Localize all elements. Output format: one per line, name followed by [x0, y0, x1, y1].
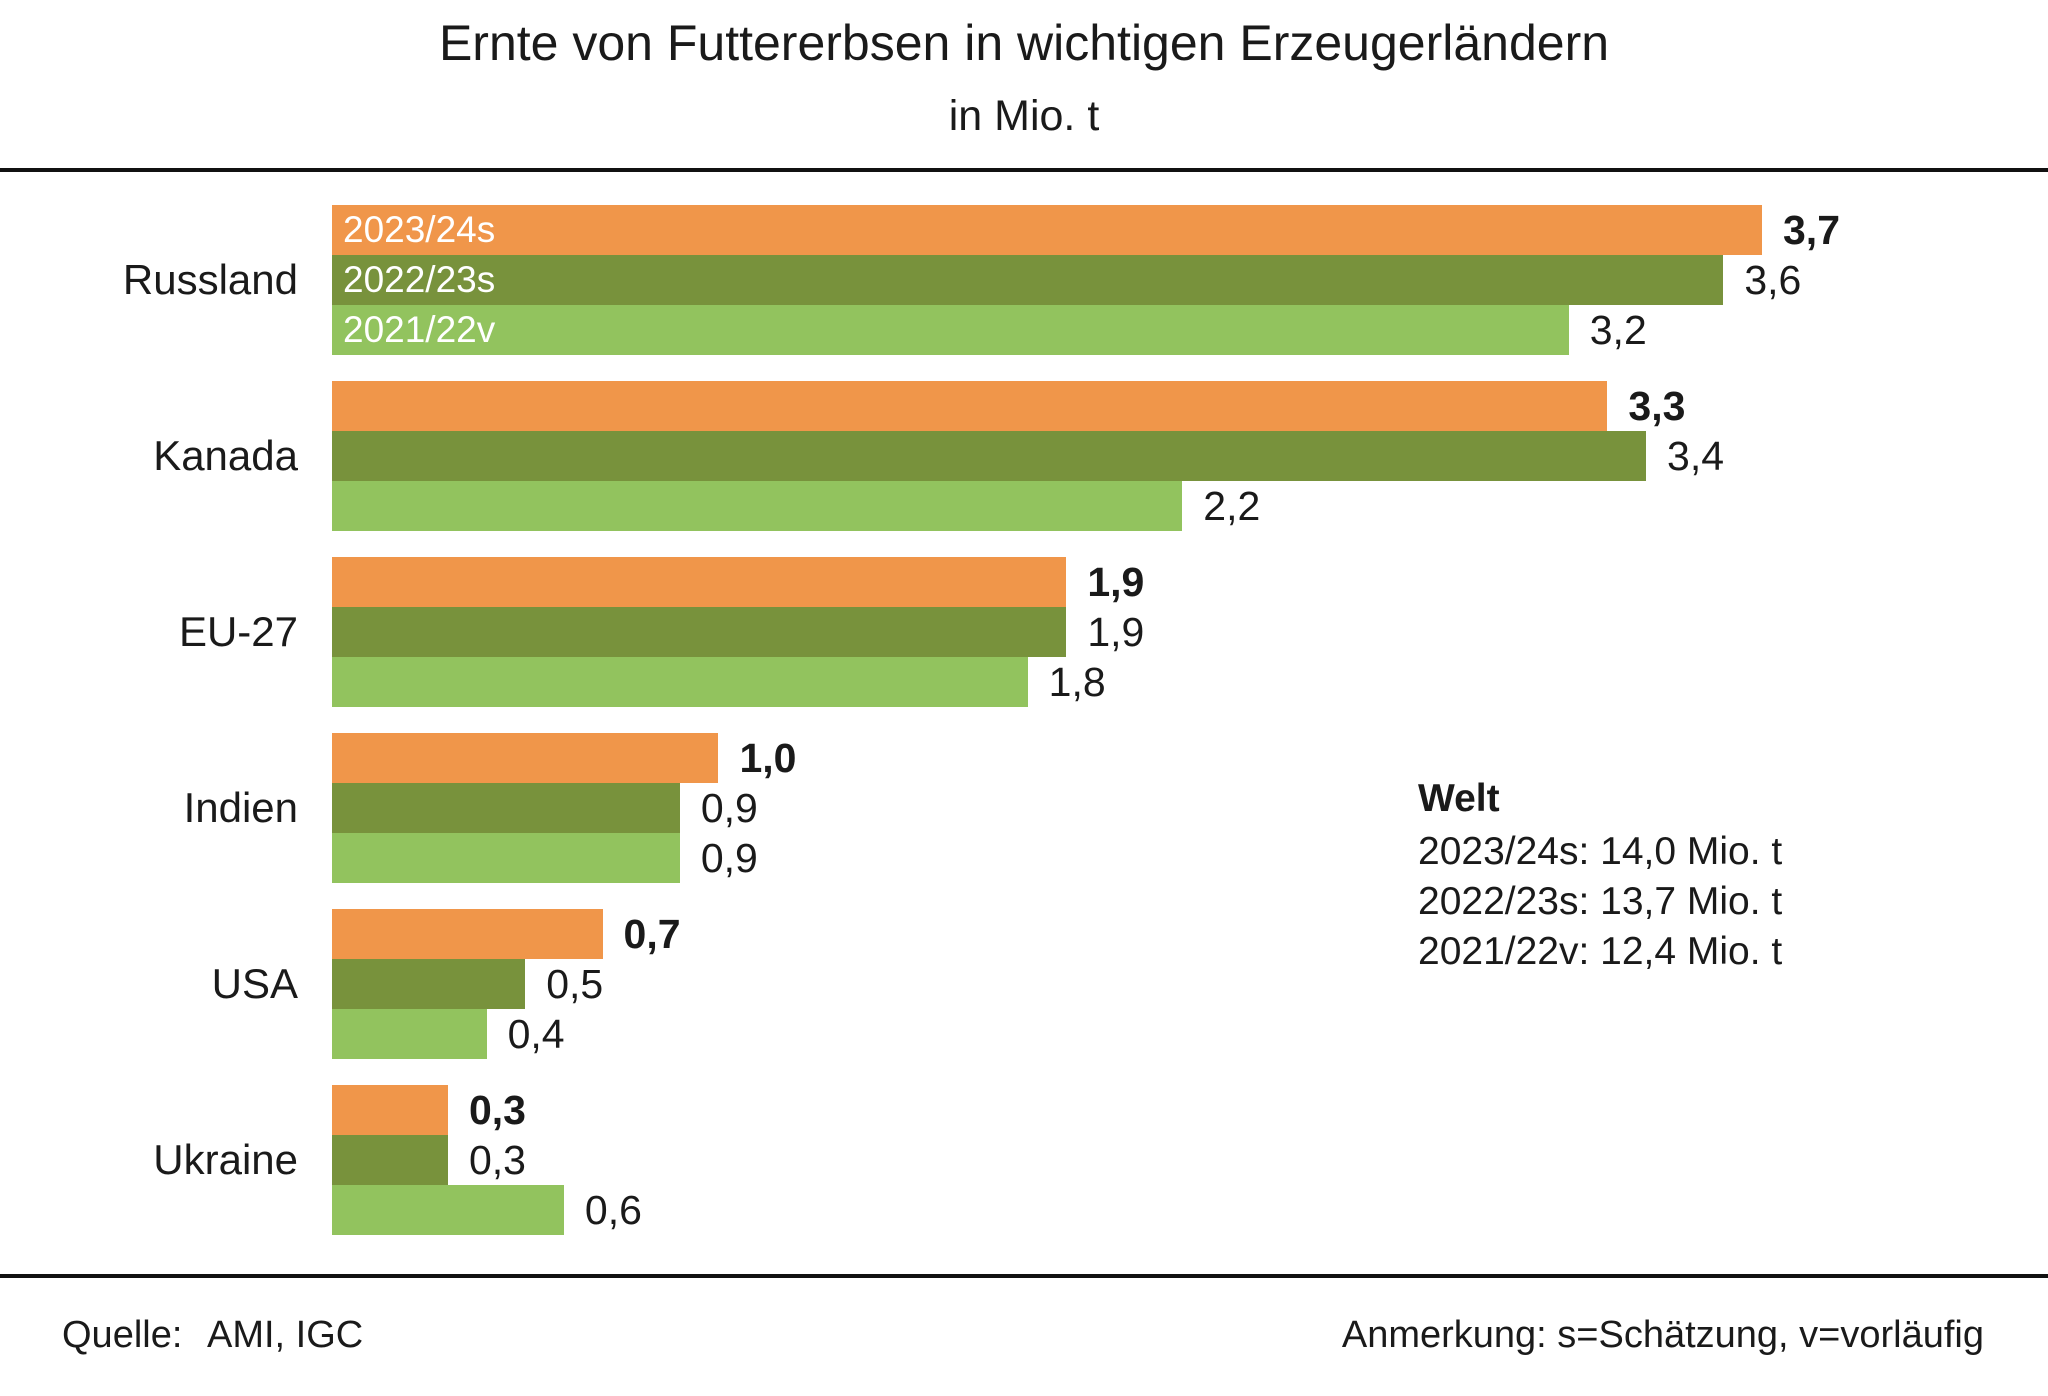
bar-row-ukraine-2023-24s: 0,3	[332, 1085, 2048, 1135]
source-note: Quelle: AMI, IGC	[62, 1312, 363, 1358]
bar-row-eu-27-2023-24s: 1,9	[332, 557, 2048, 607]
annotation-line: 2022/23s: 13,7 Mio. t	[1418, 880, 1783, 923]
value-label-usa-2022-23s: 0,5	[546, 960, 604, 1007]
value-label-indien-2021-22v: 0,9	[700, 834, 758, 881]
bar-group-usa: USA 0,7 0,5 0,4	[0, 909, 2048, 1059]
bar-row-usa-2022-23s: 0,5	[332, 959, 2048, 1009]
bar-chart-area: Russland 2023/24s 3,7 2022/23s 3,6 2021/22v 3,…	[0, 205, 2048, 1235]
bars-usa: 0,7 0,5 0,4	[332, 909, 2048, 1059]
value-label-kanada-2021-22v: 2,2	[1203, 482, 1261, 529]
bar-row-eu-27-2022-23s: 1,9	[332, 607, 2048, 657]
value-label-russland-2021-22v: 3,2	[1589, 306, 1647, 353]
bar-kanada-2021-22v	[332, 481, 1183, 531]
bar-row-ukraine-2022-23s: 0,3	[332, 1135, 2048, 1185]
bar-row-eu-27-2021-22v: 1,8	[332, 657, 2048, 707]
value-label-kanada-2023-24s: 3,3	[1628, 382, 1686, 429]
bars-indien: 1,0 0,9 0,9	[332, 733, 2048, 883]
value-label-indien-2023-24s: 1,0	[739, 734, 797, 781]
bar-row-russland-2022-23s: 2022/23s 3,6	[332, 255, 2048, 305]
bars-ukraine: 0,3 0,3 0,6	[332, 1085, 2048, 1235]
world-total-annotation: Welt 2023/24s: 14,0 Mio. t 2022/23s: 13,…	[1418, 774, 1782, 977]
category-label-usa: USA	[211, 960, 298, 1007]
bar-eu-27-2022-23s	[332, 607, 1067, 657]
bar-group-russland: Russland 2023/24s 3,7 2022/23s 3,6 2021/22v 3,…	[0, 205, 2048, 355]
bar-usa-2023-24s	[332, 909, 603, 959]
chart-subtitle: in Mio. t	[948, 92, 1100, 140]
bar-row-ukraine-2021-22v: 0,6	[332, 1185, 2048, 1235]
annotation-line: 2021/22v: 12,4 Mio. t	[1418, 930, 1783, 973]
bar-group-indien: Indien 1,0 0,9 0,9	[0, 733, 2048, 883]
footer: Quelle: AMI, IGC Anmerkung: s=Schätzung,…	[62, 1312, 1984, 1358]
bar-russland-2022-23s: 2022/23s	[332, 255, 1724, 305]
value-label-russland-2022-23s: 3,6	[1744, 256, 1802, 303]
value-label-kanada-2022-23s: 3,4	[1667, 432, 1725, 479]
bar-row-indien-2021-22v: 0,9	[332, 833, 2048, 883]
value-label-indien-2022-23s: 0,9	[700, 784, 758, 831]
bar-ukraine-2022-23s	[332, 1135, 448, 1185]
chart-title: Ernte von Futtererbsen in wichtigen Erze…	[438, 15, 1610, 71]
bar-kanada-2023-24s	[332, 381, 1608, 431]
annotation-title: Welt	[1418, 777, 1500, 820]
category-label-eu-27: EU-27	[178, 608, 298, 655]
category-label-ukraine: Ukraine	[153, 1136, 298, 1183]
bar-kanada-2022-23s	[332, 431, 1647, 481]
bars-eu-27: 1,9 1,9 1,8	[332, 557, 2048, 707]
bars-russland: 2023/24s 3,7 2022/23s 3,6 2021/22v 3,2	[332, 205, 2048, 355]
annotation-line: 2023/24s: 14,0 Mio. t	[1418, 830, 1783, 873]
value-label-ukraine-2023-24s: 0,3	[468, 1086, 526, 1133]
bar-group-ukraine: Ukraine 0,3 0,3 0,6	[0, 1085, 2048, 1235]
bar-row-usa-2021-22v: 0,4	[332, 1009, 2048, 1059]
bars-kanada: 3,3 3,4 2,2	[332, 381, 2048, 531]
bar-usa-2021-22v	[332, 1009, 487, 1059]
value-label-eu-27-2021-22v: 1,8	[1048, 658, 1106, 705]
source-value: AMI, IGC	[206, 1314, 364, 1356]
bar-row-kanada-2021-22v: 2,2	[332, 481, 2048, 531]
series-legend-label-2021-22v: 2021/22v	[343, 309, 496, 350]
bar-usa-2022-23s	[332, 959, 526, 1009]
bar-indien-2023-24s	[332, 733, 719, 783]
category-label-indien: Indien	[183, 784, 298, 831]
category-label-kanada: Kanada	[153, 432, 298, 479]
bar-russland-2021-22v: 2021/22v	[332, 305, 1569, 355]
bar-indien-2022-23s	[332, 783, 680, 833]
value-label-usa-2023-24s: 0,7	[623, 910, 681, 957]
top-divider-line	[0, 168, 2048, 172]
category-label-russland: Russland	[122, 256, 298, 303]
bar-row-russland-2023-24s: 2023/24s 3,7	[332, 205, 2048, 255]
bar-russland-2023-24s: 2023/24s	[332, 205, 1762, 255]
bar-indien-2021-22v	[332, 833, 680, 883]
value-label-usa-2021-22v: 0,4	[507, 1010, 565, 1057]
series-legend-label-2022-23s: 2022/23s	[343, 259, 496, 300]
bar-row-kanada-2022-23s: 3,4	[332, 431, 2048, 481]
value-label-eu-27-2023-24s: 1,9	[1087, 558, 1145, 605]
bar-row-russland-2021-22v: 2021/22v 3,2	[332, 305, 2048, 355]
value-label-russland-2023-24s: 3,7	[1783, 206, 1840, 253]
bar-group-eu-27: EU-27 1,9 1,9 1,8	[0, 557, 2048, 707]
value-label-eu-27-2022-23s: 1,9	[1087, 608, 1145, 655]
value-label-ukraine-2022-23s: 0,3	[468, 1136, 526, 1183]
remark-note: Anmerkung: s=Schätzung, v=vorläufig	[1341, 1314, 1984, 1356]
bar-ukraine-2023-24s	[332, 1085, 448, 1135]
bottom-divider-line	[0, 1274, 2048, 1278]
bar-eu-27-2023-24s	[332, 557, 1067, 607]
source-label: Quelle:	[62, 1314, 183, 1356]
bar-eu-27-2021-22v	[332, 657, 1028, 707]
bar-row-indien-2023-24s: 1,0	[332, 733, 2048, 783]
bar-ukraine-2021-22v	[332, 1185, 564, 1235]
bar-row-indien-2022-23s: 0,9	[332, 783, 2048, 833]
value-label-ukraine-2021-22v: 0,6	[584, 1186, 642, 1233]
chart-groups: Russland 2023/24s 3,7 2022/23s 3,6 2021/22v 3,…	[0, 205, 2048, 1235]
series-legend-label-2023-24s: 2023/24s	[343, 209, 496, 250]
bar-group-kanada: Kanada 3,3 3,4 2,2	[0, 381, 2048, 531]
bar-row-kanada-2023-24s: 3,3	[332, 381, 2048, 431]
bar-row-usa-2023-24s: 0,7	[332, 909, 2048, 959]
